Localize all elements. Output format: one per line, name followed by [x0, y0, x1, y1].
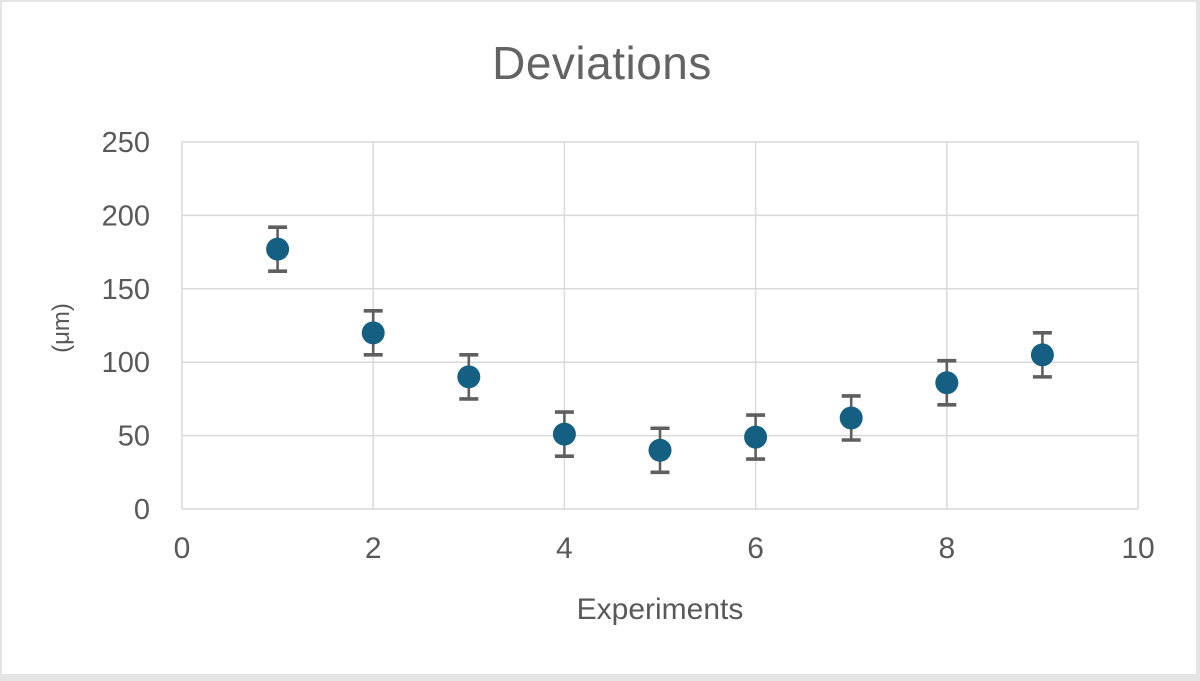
y-tick-label: 0	[134, 494, 150, 526]
y-tick-label: 100	[102, 347, 150, 379]
x-tick-label: 10	[1121, 532, 1154, 565]
y-tick-label: 200	[102, 200, 150, 232]
data-point	[361, 321, 385, 345]
x-tick-label: 2	[365, 532, 382, 565]
data-point	[839, 406, 863, 430]
x-axis-title: Experiments	[576, 593, 744, 626]
data-point	[457, 365, 481, 389]
chart-title: Deviations	[492, 37, 712, 89]
data-point	[266, 237, 290, 261]
x-tick-label: 0	[174, 532, 191, 565]
y-axis-title: (μm)	[48, 303, 75, 353]
x-tick-label: 6	[747, 532, 764, 565]
y-tick-label: 50	[118, 421, 150, 453]
x-tick-label: 4	[556, 532, 573, 565]
data-point	[648, 438, 672, 462]
data-point	[935, 371, 959, 395]
data-point	[1030, 343, 1054, 367]
x-tick-label: 8	[938, 532, 955, 565]
y-tick-label: 150	[102, 274, 150, 306]
data-point	[744, 425, 768, 449]
y-tick-label: 250	[102, 127, 150, 159]
data-point	[552, 422, 576, 446]
